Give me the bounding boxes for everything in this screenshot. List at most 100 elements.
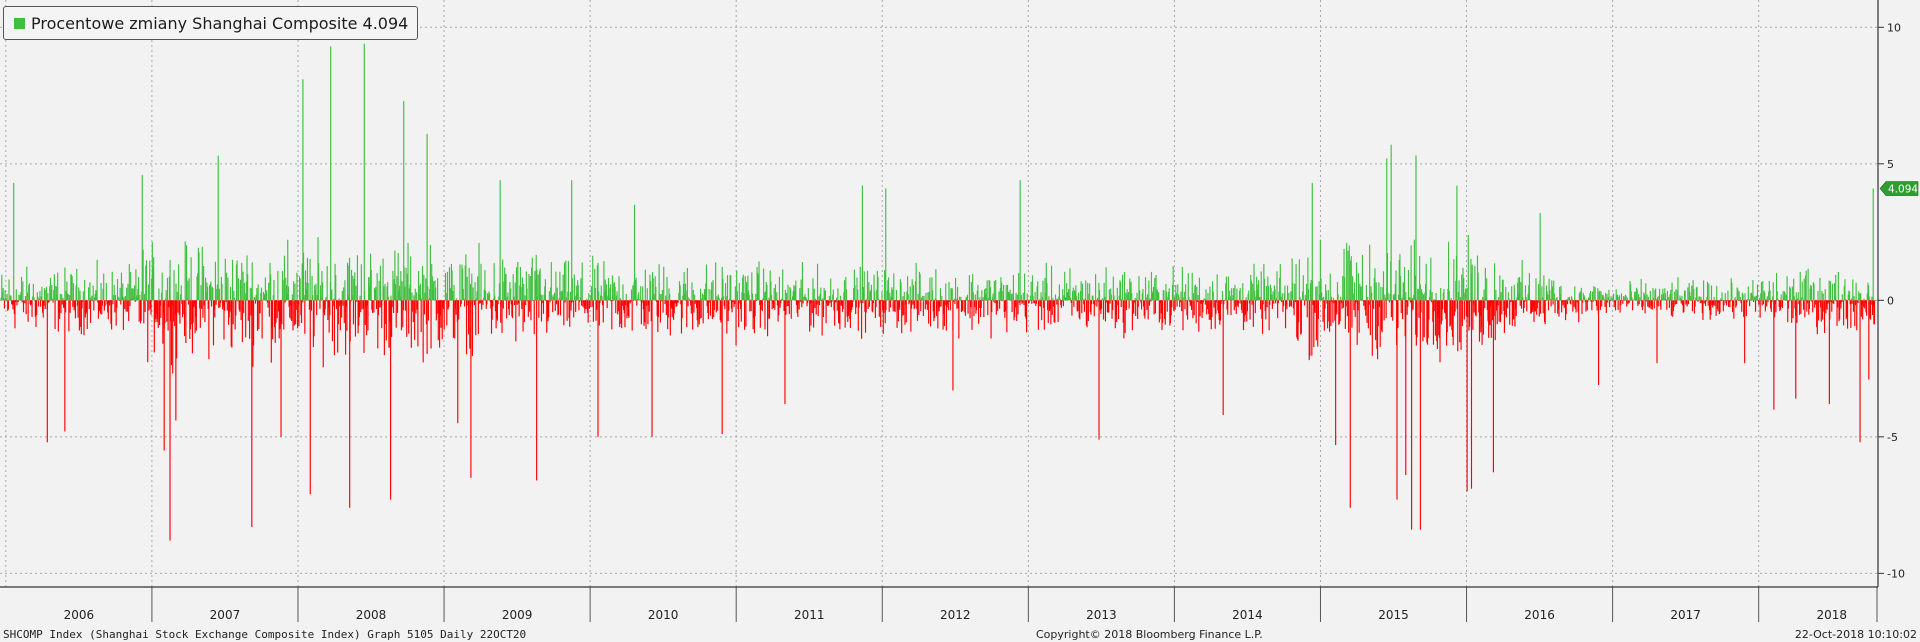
bar (1022, 300, 1024, 303)
bar (1352, 293, 1354, 301)
bar (876, 289, 878, 301)
bar (840, 300, 842, 306)
bar (1472, 300, 1475, 305)
bar (1526, 300, 1528, 312)
bar (1439, 300, 1441, 363)
bar (1834, 295, 1836, 301)
bar (1344, 300, 1346, 329)
bar (1077, 292, 1080, 301)
bar (710, 289, 712, 301)
bar (189, 300, 192, 330)
bar (588, 293, 590, 301)
bar (542, 300, 544, 304)
bar (1026, 293, 1028, 301)
bar (1358, 300, 1360, 333)
bar (1166, 300, 1168, 312)
bar (1662, 293, 1665, 301)
bar (1142, 300, 1145, 307)
bar (507, 292, 509, 301)
bar (1588, 297, 1590, 301)
bar (857, 289, 859, 301)
bar (965, 297, 967, 301)
bar (579, 297, 581, 301)
bar (1418, 300, 1420, 318)
bar (580, 300, 583, 306)
bar (697, 300, 699, 328)
bar (1032, 296, 1034, 301)
bar (708, 288, 710, 301)
bar (625, 300, 627, 305)
bar (1346, 242, 1348, 301)
bar (1697, 300, 1699, 302)
bar (645, 300, 647, 329)
bar (1045, 292, 1047, 301)
bar (899, 300, 901, 310)
bar (521, 277, 523, 301)
bar (646, 300, 648, 306)
bar (1644, 300, 1646, 314)
bar (1691, 300, 1694, 312)
bar (1499, 275, 1501, 301)
bar (393, 300, 395, 314)
bar (1777, 298, 1779, 301)
bar (369, 277, 371, 301)
bar (497, 300, 499, 305)
bar (1718, 300, 1720, 303)
bar (1384, 297, 1387, 301)
bar (300, 300, 302, 316)
bar (41, 300, 44, 313)
bar (501, 300, 503, 333)
bar (673, 300, 675, 314)
bar (836, 297, 838, 301)
bar (992, 293, 994, 301)
bar (1792, 300, 1794, 319)
chart-legend: Procentowe zmiany Shanghai Composite 4.0… (3, 6, 419, 40)
bar (1210, 300, 1212, 320)
bar (5, 298, 7, 301)
bar (348, 265, 350, 301)
bar (486, 293, 489, 301)
bar (128, 300, 130, 321)
bar (537, 274, 539, 301)
bar (783, 300, 785, 312)
bar (1173, 300, 1175, 312)
bar (454, 300, 456, 339)
bar (472, 287, 474, 301)
bar (377, 300, 379, 349)
bar (1453, 259, 1455, 301)
bar (292, 300, 294, 331)
bar (1491, 300, 1493, 303)
bar (406, 300, 408, 337)
bar (1833, 300, 1835, 304)
bar (1081, 283, 1084, 301)
bar (1098, 289, 1101, 301)
bar (1872, 188, 1874, 301)
bar (1190, 300, 1193, 311)
bar (296, 272, 298, 301)
bar (1653, 297, 1655, 301)
bar (483, 297, 485, 301)
bar (239, 279, 241, 301)
bar (1242, 300, 1245, 331)
bar (260, 287, 263, 301)
bar (1035, 300, 1037, 306)
bar (649, 274, 651, 301)
bar (776, 300, 779, 306)
bar (807, 288, 809, 301)
bar (326, 266, 328, 301)
bar (504, 267, 506, 301)
bar (45, 286, 48, 301)
bar (1494, 300, 1496, 341)
bar (1084, 298, 1086, 301)
bar (1488, 300, 1490, 338)
bar (1592, 300, 1594, 302)
bar (611, 300, 613, 330)
bar (844, 300, 846, 328)
bar (1579, 291, 1581, 301)
bar (1486, 278, 1488, 301)
bar (1242, 283, 1244, 301)
bar (207, 300, 209, 309)
bar (1454, 300, 1456, 312)
bar (156, 300, 158, 322)
bar (1494, 263, 1496, 301)
